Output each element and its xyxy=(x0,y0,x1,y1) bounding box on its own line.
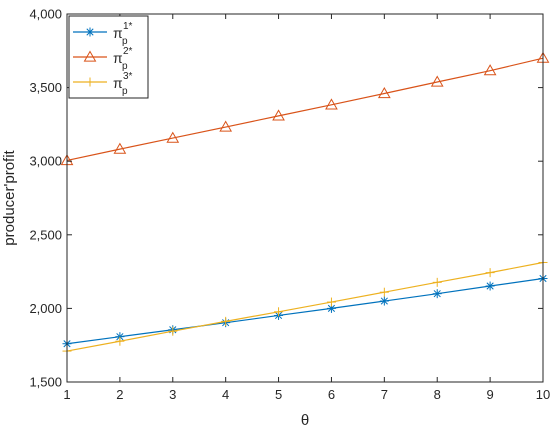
series-1-point xyxy=(379,296,389,306)
series-2-point xyxy=(377,86,391,99)
series-2-point xyxy=(483,64,497,76)
x-tick-label: 5 xyxy=(275,387,282,402)
legend-subscript: p xyxy=(122,61,128,72)
series-1-point xyxy=(115,332,125,342)
series-1-point xyxy=(432,289,442,299)
series-1 xyxy=(62,274,548,349)
series-3-point xyxy=(221,316,231,326)
legend-item: πp 2* xyxy=(73,46,133,72)
x-tick-label: 3 xyxy=(169,387,176,402)
y-tick-label: 2,000 xyxy=(29,301,62,316)
y-axis-label: producer'profit xyxy=(1,149,18,245)
x-tick-label: 6 xyxy=(328,387,335,402)
ticks-layer: 1 2 3 4 5 6 7 8 9 10 1,500 2,000 2,500 3,000 3,500 4,00… xyxy=(29,7,550,403)
series-2-point xyxy=(430,75,444,87)
series-2-point xyxy=(272,109,285,121)
series-1-line xyxy=(66,277,544,345)
series-3-point xyxy=(485,268,495,278)
y-tick-label: 3,000 xyxy=(29,154,62,169)
legend-superscript: 3* xyxy=(123,71,133,82)
series-3-point xyxy=(432,277,442,287)
series-3-point xyxy=(379,287,389,297)
x-tick-label: 4 xyxy=(222,387,229,402)
series-1-point xyxy=(326,303,336,313)
series-3-point xyxy=(274,307,284,317)
x-tick-label: 9 xyxy=(486,387,493,402)
series-2-point xyxy=(325,98,338,110)
series-2-point xyxy=(113,142,127,154)
series-3-line xyxy=(66,261,544,352)
plot-frame xyxy=(66,13,544,383)
x-tick-label: 10 xyxy=(536,387,550,402)
series-3-point xyxy=(326,297,336,307)
legend-subscript: p xyxy=(122,36,128,47)
y-tick-label: 1,500 xyxy=(29,375,62,390)
x-tick-label: 7 xyxy=(381,387,388,402)
y-tick-label: 4,000 xyxy=(29,7,62,22)
legend-item: πp 3* xyxy=(73,71,133,97)
series-2-point xyxy=(219,120,233,132)
legend-symbol: π xyxy=(113,50,123,66)
series-2-point xyxy=(166,131,180,143)
legend-subscript: p xyxy=(122,86,128,97)
legend: πp1*πp2*πp3* xyxy=(68,15,149,99)
series-2 xyxy=(60,51,550,166)
x-tick-label: 1 xyxy=(63,387,70,402)
legend-marker xyxy=(85,27,95,37)
x-tick-label: 8 xyxy=(434,387,441,402)
legend-marker xyxy=(85,77,95,87)
series-3-point xyxy=(115,336,125,346)
y-tick-label: 2,500 xyxy=(29,227,62,242)
x-axis-label: θ xyxy=(301,412,309,429)
x-tick-label: 2 xyxy=(116,387,123,402)
legend-superscript: 2* xyxy=(123,46,133,57)
series-2-line xyxy=(66,57,544,162)
legend-item: πp 1* xyxy=(73,21,133,47)
legend-superscript: 1* xyxy=(123,21,133,32)
series-1-point xyxy=(485,281,495,291)
y-tick-label: 3,500 xyxy=(29,80,62,95)
series-3 xyxy=(62,257,548,356)
legend-symbol: π xyxy=(113,75,123,91)
series-3-point xyxy=(168,326,178,336)
legend-symbol: π xyxy=(113,25,123,41)
legend-marker xyxy=(83,50,97,62)
